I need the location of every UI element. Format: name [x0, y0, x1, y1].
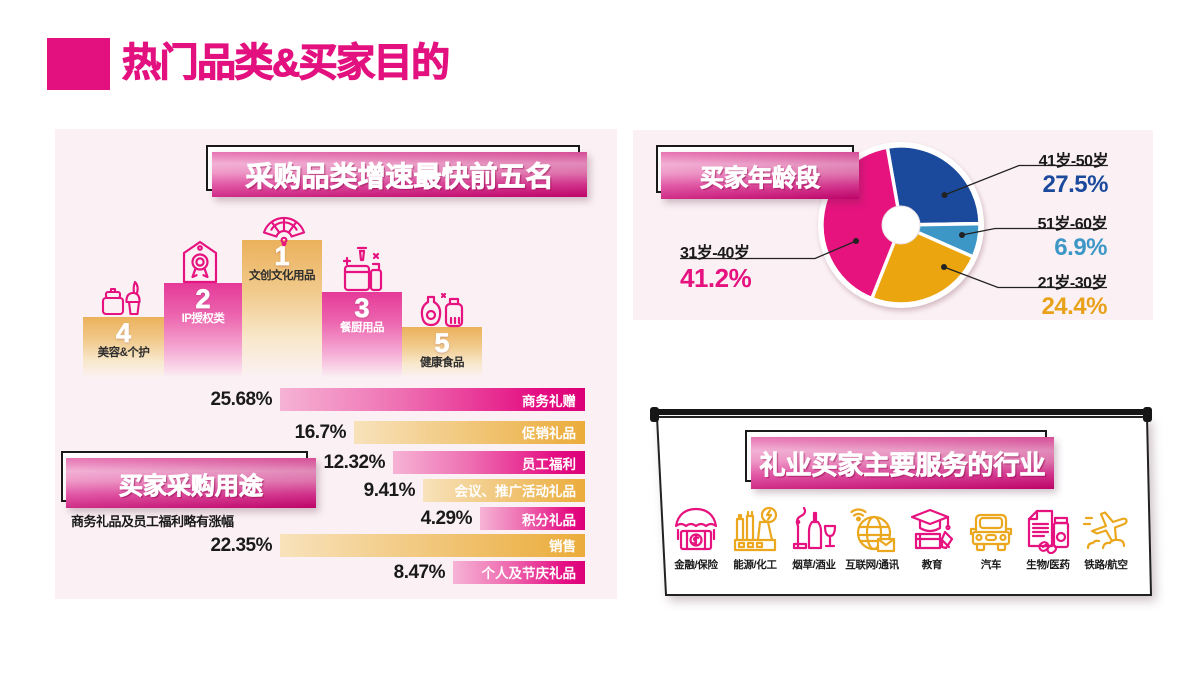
industry-rail-air-label: 铁路/航空: [1084, 559, 1128, 571]
industry-education: 教育: [892, 506, 972, 572]
bar: 商务礼赠: [280, 388, 585, 411]
callout-age-41-50: 41岁-50岁 27.5%: [968, 147, 1109, 199]
callout-age-31-40-label: 31岁-40岁: [680, 245, 750, 262]
bar-row: 8.47% 个人及节庆礼品: [0, 560, 1200, 584]
car-icon: [951, 506, 1031, 554]
airplane-icon: [1066, 506, 1146, 554]
bar-row: 25.68% 商务礼赠: [0, 388, 1200, 411]
industries-banner: 礼业买家主要服务的行业: [751, 437, 1054, 489]
podium-step-3: 3 餐厨用品: [322, 292, 402, 378]
callout-age-51-60-value: 6.9%: [1054, 234, 1107, 261]
callout-age-31-40: 31岁-40岁 41.2%: [680, 239, 830, 294]
bar-category-label: 个人及节庆礼品: [481, 566, 577, 581]
ranking-banner: 采购品类增速最快前五名: [212, 152, 587, 197]
pie-slice: [870, 223, 975, 306]
bar-value-label: 8.47%: [393, 561, 446, 583]
screen-rod-right-cap: [1143, 407, 1152, 422]
purpose-note: 商务礼品及员工福利略有涨幅: [71, 514, 234, 529]
podium-step-5: 5 健康食品: [402, 327, 482, 378]
page-title: 热门品类&买家目的: [121, 41, 450, 85]
purpose-banner: 买家采购用途: [66, 458, 316, 508]
callout-age-21-30-value: 24.4%: [1041, 293, 1107, 320]
kitchenware-icon: [341, 246, 383, 294]
industry-pharma-label: 生物/医药: [1026, 559, 1070, 571]
pharma-icon: [1008, 506, 1088, 554]
podium-rank-2: 2: [195, 284, 211, 314]
industry-rail-air: 铁路/航空: [1066, 506, 1146, 572]
podium-label-1: 文创文化用品: [249, 270, 316, 282]
bar-value-label: 22.35%: [210, 534, 273, 556]
podium-rank-4: 4: [115, 318, 132, 348]
industry-auto-label: 汽车: [980, 559, 1002, 571]
callout-age-21-30: 21岁-30岁 24.4%: [967, 269, 1108, 321]
podium-step-1: 1 文创文化用品: [242, 240, 322, 378]
callout-age-21-30-label: 21岁-30岁: [1037, 275, 1108, 292]
podium-rank-5: 5: [434, 328, 450, 358]
bar-category-label: 会议、推广活动礼品: [454, 484, 577, 499]
screen-rod: [651, 409, 1152, 415]
bar-row: 22.35% 销售: [0, 533, 1200, 557]
bar-row: 4.29% 积分礼品: [0, 507, 1200, 530]
cosmetics-icon: [101, 279, 145, 317]
industry-internet-label: 互联网/通讯: [845, 559, 899, 571]
bar-row: 16.7% 促销礼品: [0, 420, 1200, 444]
bar-value-label: 4.29%: [420, 508, 473, 529]
bar: 促销礼品: [354, 420, 585, 444]
bar-category-label: 促销礼品: [522, 426, 576, 441]
umbrella-finance-icon: [656, 506, 736, 554]
age-donut-chart: [680, 142, 1108, 308]
bar-category-label: 销售: [549, 539, 576, 554]
bar-category-label: 积分礼品: [522, 512, 576, 528]
industry-energy: 能源/化工: [715, 506, 795, 572]
bar-row: 12.32% 员工福利: [0, 451, 1200, 474]
age-banner: 买家年龄段: [661, 152, 859, 199]
podium-label-5: 健康食品: [420, 357, 465, 369]
folding-fan-icon: [261, 203, 307, 247]
wine-tobacco-icon: [774, 506, 854, 554]
screen-rod-left-cap: [650, 407, 659, 422]
industry-finance: 金融/保险: [656, 506, 736, 572]
industry-pharma: 生物/医药: [1008, 506, 1088, 572]
industry-education-label: 教育: [921, 559, 943, 571]
callout-age-31-40-value: 41.2%: [680, 263, 752, 293]
factory-energy-icon: [715, 506, 795, 554]
medal-badge-icon: [181, 240, 219, 284]
podium-rank-1: 1: [274, 241, 290, 271]
industry-tobacco-wine-label: 烟草/酒业: [792, 559, 836, 571]
bar: 员工福利: [393, 451, 585, 474]
pie-leader-lines: [680, 164, 1108, 289]
podium-rank-3: 3: [354, 293, 370, 323]
industry-finance-label: 金融/保险: [674, 559, 718, 571]
industry-tobacco-wine: 烟草/酒业: [774, 506, 854, 572]
bar-value-label: 16.7%: [294, 421, 347, 443]
industry-auto: 汽车: [951, 506, 1031, 572]
bar: 销售: [280, 533, 585, 557]
bar-value-label: 12.32%: [323, 452, 386, 473]
health-food-icon: [420, 292, 464, 330]
bar-value-label: 9.41%: [363, 479, 416, 501]
callout-age-41-50-value: 27.5%: [1042, 171, 1108, 198]
pie-slice: [885, 144, 982, 227]
callout-age-51-60: 51岁-60岁 6.9%: [967, 210, 1108, 262]
globe-internet-icon: [832, 506, 912, 554]
bar: 个人及节庆礼品: [453, 560, 585, 584]
bar: 积分礼品: [480, 507, 585, 530]
industry-internet: 互联网/通讯: [832, 506, 912, 572]
podium-label-3: 餐厨用品: [340, 322, 385, 334]
bar-row: 9.41% 会议、推广活动礼品: [0, 478, 1200, 502]
podium-step-4: 4 美容&个护: [83, 317, 164, 378]
callout-age-41-50-label: 41岁-50岁: [1038, 153, 1109, 170]
callout-age-51-60-label: 51岁-60岁: [1037, 216, 1108, 233]
education-icon: [892, 506, 972, 554]
podium-label-4: 美容&个护: [97, 347, 150, 359]
bar-category-label: 商务礼赠: [522, 393, 576, 409]
podium-label-2: IP授权类: [181, 313, 225, 325]
pie-leader-dots: [853, 192, 965, 270]
industry-energy-label: 能源/化工: [733, 559, 777, 571]
bar: 会议、推广活动礼品: [423, 478, 585, 502]
header-accent-square: [47, 38, 110, 90]
bar-value-label: 25.68%: [210, 389, 273, 410]
podium-step-2: 2 IP授权类: [164, 283, 242, 378]
bar-category-label: 员工福利: [522, 456, 576, 472]
